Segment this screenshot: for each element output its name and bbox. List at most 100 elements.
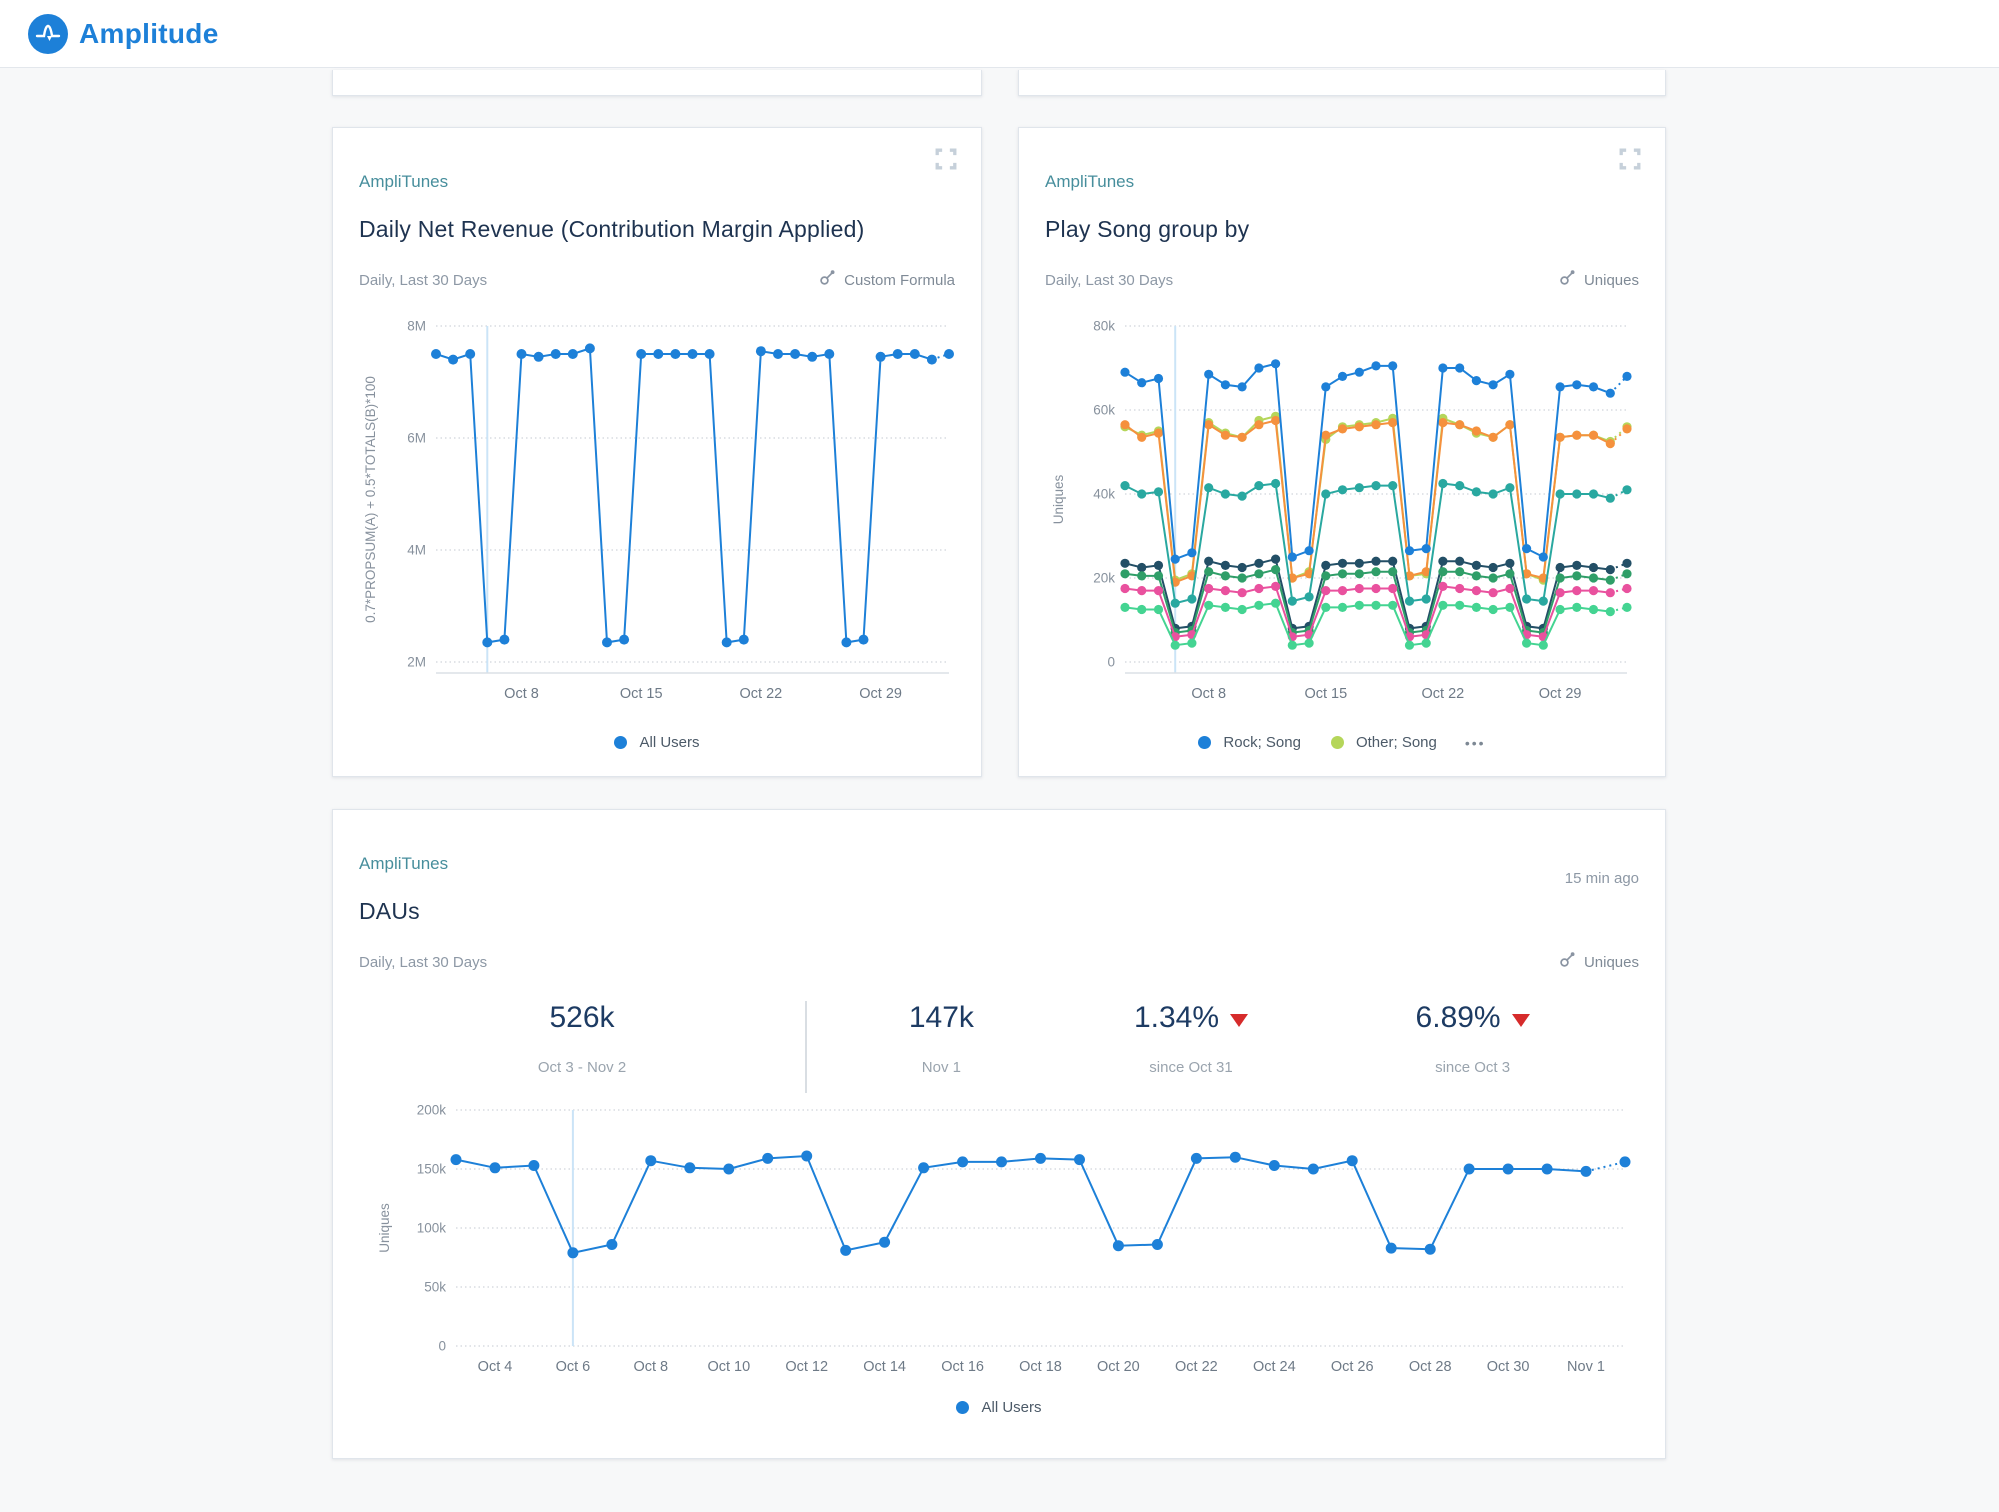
svg-text:60k: 60k [1093, 403, 1115, 418]
svg-text:20k: 20k [1093, 571, 1115, 586]
stat-value: 6.89% [1415, 1001, 1501, 1034]
legend-item-all-users[interactable]: All Users [956, 1399, 1042, 1416]
legend-label: All Users [981, 1399, 1042, 1416]
svg-text:Oct 30: Oct 30 [1487, 1359, 1530, 1375]
revenue-chart[interactable]: 2M 4M 6M 8M Oct 8 Oct 15 Oct 22 Oct 29 0.7*PROPS… [359, 311, 957, 726]
stat-value: 1.34% [1133, 1001, 1220, 1034]
legend-dot [956, 1401, 970, 1414]
card-title[interactable]: Daily Net Revenue (Contribution Margin A… [359, 216, 865, 242]
svg-text:0: 0 [1107, 655, 1115, 670]
svg-text:2M: 2M [407, 655, 426, 670]
svg-text:Oct 4: Oct 4 [478, 1359, 513, 1375]
svg-text:Oct 22: Oct 22 [1175, 1359, 1218, 1375]
formula-icon [818, 269, 836, 291]
svg-text:Nov 1: Nov 1 [1567, 1359, 1605, 1375]
svg-text:Oct 16: Oct 16 [941, 1359, 984, 1375]
stat-value: 147k [908, 1001, 974, 1034]
svg-text:0.7*PROPSUM(A) + 0.5*TOTALS(B): 0.7*PROPSUM(A) + 0.5*TOTALS(B)*100 [363, 376, 378, 623]
revenue-card: AmpliTunes Daily Net Revenue (Contributi… [332, 127, 982, 777]
brand-name: Amplitude [79, 17, 219, 49]
svg-text:Oct 18: Oct 18 [1019, 1359, 1062, 1375]
svg-text:0: 0 [438, 1339, 446, 1354]
svg-text:Oct 6: Oct 6 [556, 1359, 591, 1375]
svg-text:6M: 6M [407, 431, 426, 446]
legend-item-all-users[interactable]: All Users [614, 734, 700, 751]
stat-change-range: 6.89% since Oct 3 [1306, 1001, 1639, 1093]
card-partial-left [332, 70, 982, 96]
svg-text:Oct 26: Oct 26 [1331, 1359, 1374, 1375]
app-header: Amplitude [0, 0, 1999, 68]
measure-selector[interactable]: Uniques [1558, 951, 1639, 973]
legend-dot [614, 736, 628, 749]
summary-stats: 526k Oct 3 - Nov 2 147k Nov 1 1.34% sinc… [359, 1001, 1639, 1093]
stat-label: Oct 3 - Nov 2 [537, 1059, 627, 1076]
stat-latest-day: 147k Nov 1 [807, 1001, 1076, 1093]
clipped-cards-row [332, 70, 1666, 96]
measure-selector[interactable]: Uniques [1558, 269, 1639, 291]
stat-label: Nov 1 [921, 1059, 961, 1076]
svg-text:Oct 29: Oct 29 [859, 686, 902, 702]
stat-value: 526k [549, 1001, 615, 1034]
date-range-label: Daily, Last 30 Days [359, 953, 488, 971]
svg-text:Oct 10: Oct 10 [707, 1359, 750, 1375]
svg-text:Oct 22: Oct 22 [1422, 686, 1465, 702]
svg-text:8M: 8M [407, 319, 426, 334]
expand-icon[interactable] [1617, 146, 1643, 175]
brand[interactable]: Amplitude [28, 13, 219, 54]
svg-text:Oct 8: Oct 8 [633, 1359, 668, 1375]
legend-item-other-song[interactable]: Other; Song [1330, 734, 1437, 751]
daus-card: 15 min ago AmpliTunes DAUs Daily, Last 3… [332, 809, 1666, 1459]
svg-text:Oct 20: Oct 20 [1097, 1359, 1140, 1375]
legend-dot [1198, 736, 1212, 749]
card-partial-right [1018, 70, 1666, 96]
expand-icon[interactable] [933, 146, 959, 175]
svg-text:50k: 50k [424, 1280, 446, 1295]
svg-text:Oct 14: Oct 14 [863, 1359, 906, 1375]
legend-label: All Users [639, 734, 700, 751]
svg-text:Oct 12: Oct 12 [785, 1359, 828, 1375]
legend-item-rock-song[interactable]: Rock; Song [1198, 734, 1301, 751]
card-title[interactable]: DAUs [359, 898, 420, 924]
last-updated-label: 15 min ago [1564, 870, 1639, 887]
measure-label: Custom Formula [844, 271, 955, 289]
svg-text:Oct 28: Oct 28 [1409, 1359, 1452, 1375]
svg-text:Oct 24: Oct 24 [1253, 1359, 1296, 1375]
svg-text:Uniques: Uniques [1051, 474, 1066, 524]
uniques-icon [1558, 269, 1576, 291]
stat-range-total: 526k Oct 3 - Nov 2 [359, 1001, 807, 1093]
svg-text:4M: 4M [407, 543, 426, 558]
decrease-icon [1511, 1013, 1530, 1027]
svg-text:Oct 22: Oct 22 [740, 686, 783, 702]
legend-dot [1330, 736, 1344, 749]
play-song-card: AmpliTunes Play Song group by Daily, Las… [1018, 127, 1666, 777]
legend-label: Other; Song [1355, 734, 1437, 751]
app-label[interactable]: AmpliTunes [359, 172, 449, 191]
measure-label: Uniques [1583, 953, 1639, 971]
legend-label: Rock; Song [1223, 734, 1301, 751]
uniques-icon [1558, 951, 1576, 973]
measure-selector[interactable]: Custom Formula [818, 269, 955, 291]
date-range-label: Daily, Last 30 Days [1045, 271, 1174, 289]
legend-more-icon[interactable]: ••• [1464, 734, 1486, 751]
svg-text:80k: 80k [1093, 319, 1115, 334]
stat-label: since Oct 3 [1435, 1059, 1511, 1076]
svg-text:150k: 150k [417, 1162, 447, 1177]
svg-text:200k: 200k [417, 1103, 447, 1118]
svg-text:Oct 29: Oct 29 [1539, 686, 1582, 702]
svg-text:Oct 8: Oct 8 [504, 686, 539, 702]
app-label[interactable]: AmpliTunes [359, 854, 449, 873]
card-title[interactable]: Play Song group by [1045, 216, 1250, 242]
svg-text:Uniques: Uniques [377, 1203, 392, 1253]
amplitude-logo-icon [28, 13, 68, 54]
svg-text:100k: 100k [417, 1221, 447, 1236]
play-song-chart[interactable]: 0 20k 40k 60k 80k Oct 8 Oct 15 Oct 22 Oct 29 Uniq… [1045, 311, 1641, 726]
stat-change-day: 1.34% since Oct 31 [1076, 1001, 1306, 1093]
decrease-icon [1230, 1013, 1249, 1027]
svg-text:Oct 15: Oct 15 [1304, 686, 1347, 702]
svg-text:Oct 15: Oct 15 [620, 686, 663, 702]
stat-label: since Oct 31 [1149, 1059, 1233, 1076]
daus-chart[interactable]: 0 50k 100k 150k 200k Oct 4 Oct 6 Oct 8 Oct 10 Oct… [359, 1093, 1639, 1393]
app-label[interactable]: AmpliTunes [1045, 172, 1135, 191]
measure-label: Uniques [1583, 271, 1639, 289]
svg-text:40k: 40k [1093, 487, 1115, 502]
